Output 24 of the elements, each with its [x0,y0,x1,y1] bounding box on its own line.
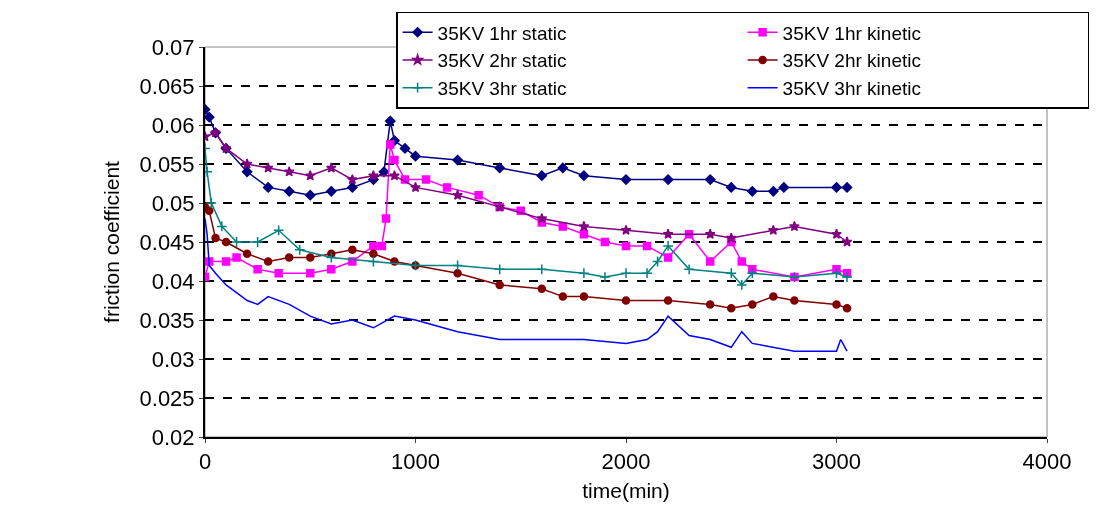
y-axis-title: friction coefficient [100,160,124,323]
x-tick-label: 1000 [391,449,440,475]
legend-label: 35KV 1hr kinetic [782,22,921,44]
legend-label: 35KV 3hr kinetic [782,78,921,100]
legend-label: 35KV 3hr static [437,78,567,100]
y-tick-label: 0.035 [139,307,195,333]
x-tick-label: 4000 [1022,449,1072,475]
y-tick-label: 0.04 [151,268,195,294]
legend-label: 35KV 1hr static [437,22,567,44]
legend-label: 35KV 2hr static [437,50,567,72]
x-tick-label: 0 [198,449,212,475]
y-tick-label: 0.05 [151,190,195,216]
y-tick-label: 0.045 [139,229,195,255]
x-axis-title: time(min) [582,479,670,503]
y-tick-label: 0.055 [139,151,195,177]
y-tick-label: 0.06 [151,112,195,138]
y-tick-label: 0.025 [139,385,195,411]
x-tick-label: 2000 [601,449,651,475]
y-tick-label: 0.07 [151,34,195,60]
legend-label: 35KV 2hr kinetic [782,50,921,72]
y-tick-label: 0.03 [151,346,195,372]
x-tick-label: 3000 [812,449,861,475]
y-tick-label: 0.065 [139,73,195,99]
y-tick-label: 0.02 [151,424,195,450]
